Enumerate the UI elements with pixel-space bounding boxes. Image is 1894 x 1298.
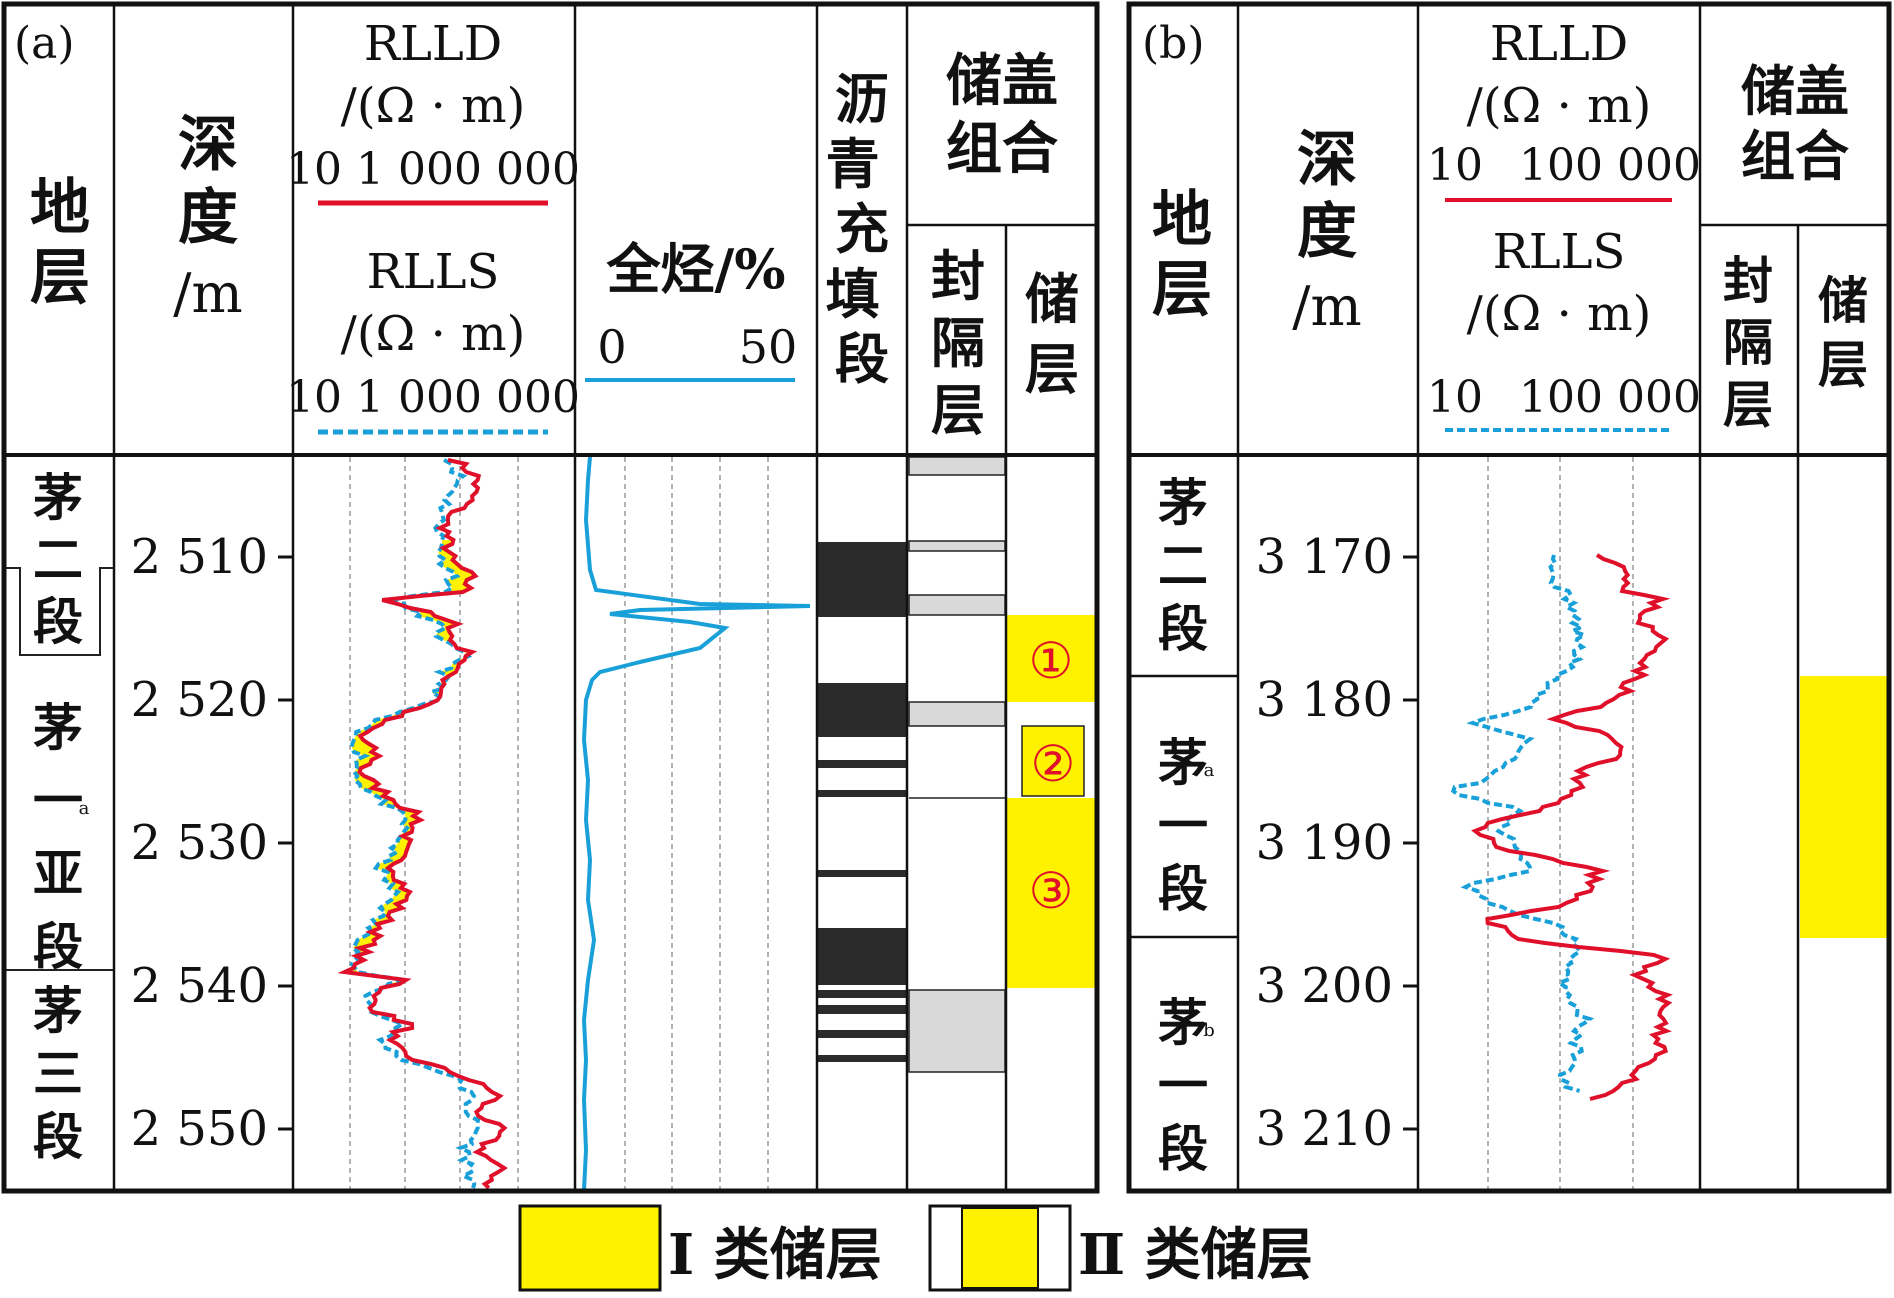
panel-a-gas-max: 50	[739, 320, 798, 374]
depth-label: 3 190	[1256, 815, 1393, 871]
strata-b-mao1b: 茅b 一段	[1158, 993, 1215, 1178]
panel-a-rlld-unit: /(Ω · m)	[341, 78, 526, 134]
strata-mao2: 茅二段	[33, 468, 83, 651]
panel-b-rlld-max: 100 000	[1519, 140, 1701, 191]
panel-a-combo-header: 储盖组合	[946, 48, 1058, 182]
depth-label: 2 540	[131, 958, 268, 1014]
legend-type2-label: Ⅱ 类储层	[1078, 1222, 1313, 1288]
strata-mao1a: 茅一a 亚段	[33, 698, 90, 976]
panel-a-log-grid	[349, 457, 519, 1189]
panel-b-seal-header: 封隔层	[1723, 251, 1773, 434]
panel-a-rlls-unit: /(Ω · m)	[341, 306, 526, 362]
reservoir-label-2: ②	[1031, 735, 1076, 793]
panel-b-rlld-unit: /(Ω · m)	[1467, 78, 1652, 134]
strata-b-mao2: 茅二段	[1158, 473, 1208, 658]
reservoir-label-1: ①	[1029, 632, 1074, 690]
panel-a-seal-column	[908, 456, 1006, 1073]
panel-a-asphalt-header: 沥青 充填 段	[826, 67, 899, 391]
rlld-curve	[337, 458, 508, 1190]
panel-a-resistivity-track	[337, 458, 508, 1190]
strata-mao3: 茅三段	[33, 981, 83, 1166]
panel-b-reservoir-header: 储层	[1818, 271, 1868, 394]
panel-a-gas-min: 0	[597, 320, 626, 374]
panel-b-rlls-unit: /(Ω · m)	[1467, 286, 1652, 342]
panel-a-rlld-title: RLLD	[364, 16, 502, 72]
panel-b-depth-header: 深度	[1297, 125, 1357, 267]
panel-a-depth-axis: 2 510 2 520 2 530 2 540 2 550	[131, 529, 293, 1157]
panel-b-label: (b)	[1142, 18, 1205, 69]
panel-a-gas-title: 全烃/%	[605, 237, 785, 301]
panel-b-strata-header: 地层	[1152, 185, 1212, 325]
strata-bracket	[5, 567, 114, 656]
panel-b-rlls-title: RLLS	[1493, 224, 1626, 280]
rlls-curve-b	[1450, 554, 1595, 1093]
depth-label: 3 200	[1256, 958, 1393, 1014]
panel-a-rlls-title: RLLS	[367, 244, 500, 300]
panel-a-rlls-range: 10 1 000 000	[286, 372, 580, 423]
panel-a-strata-header: 地层	[30, 173, 90, 313]
depth-label: 2 520	[131, 672, 268, 728]
panel-b: 3 170 3 180 3 190 3 200 3 210 (b) 地层 深度 /m R…	[1126, 1, 1892, 1194]
depth-label: 2 510	[131, 529, 268, 585]
legend: Ⅰ 类储层 Ⅱ 类储层	[518, 1204, 1313, 1292]
legend-type1-swatch	[518, 1204, 662, 1292]
reservoir-1-block	[1007, 615, 1096, 702]
panel-a: ① ② ③ 2	[1, 1, 1100, 1194]
panel-b-depth-axis: 3 170 3 180 3 190 3 200 3 210	[1256, 529, 1418, 1157]
panel-b-frame	[1126, 1, 1892, 1194]
reservoir-3-block	[1007, 798, 1096, 988]
panel-a-rlld-range: 10 1 000 000	[286, 144, 580, 195]
panel-b-reservoir-block	[1800, 676, 1889, 938]
panel-b-rlld-title: RLLD	[1490, 16, 1628, 72]
legend-type1-label: Ⅰ 类储层	[668, 1222, 882, 1288]
panel-a-gas-grid	[624, 457, 769, 1189]
total-hydrocarbon-curve	[581, 456, 811, 1190]
depth-label: 3 210	[1256, 1101, 1393, 1157]
panel-a-reservoir-header: 储层	[1025, 267, 1079, 401]
depth-label: 3 170	[1256, 529, 1393, 585]
panel-a-reservoir-column: ① ② ③	[1007, 615, 1096, 988]
panel-a-label: (a)	[14, 18, 75, 69]
panel-b-resistivity-track	[1450, 553, 1673, 1101]
reservoir-2-block	[1021, 725, 1085, 797]
reservoir-label-3: ③	[1029, 862, 1074, 920]
rlld-curve-b	[1471, 553, 1673, 1101]
rlls-curve	[349, 458, 481, 1189]
panel-b-rlld-min: 10	[1427, 140, 1483, 191]
panel-b-rlls-min: 10	[1427, 372, 1483, 423]
panel-b-rlls-max: 100 000	[1519, 372, 1701, 423]
panel-a-frame	[1, 1, 1100, 1194]
panel-a-asphalt-column	[817, 542, 907, 1062]
panel-b-depth-unit: /m	[1292, 275, 1361, 338]
strata-b-mao1a: 茅a 一段	[1158, 733, 1215, 918]
depth-label: 3 180	[1256, 672, 1393, 728]
panel-a-depth-header: 深度	[178, 110, 238, 253]
panel-a-seal-header: 封隔层	[931, 244, 985, 442]
depth-label: 2 550	[131, 1101, 268, 1157]
panel-a-strata-names: 茅二段 茅一a 亚段 茅三段	[33, 468, 90, 1166]
panel-a-gas-track	[581, 456, 811, 1190]
panel-a-depth-unit: /m	[173, 262, 242, 325]
panel-b-combo-header: 储盖组合	[1741, 59, 1849, 188]
panel-b-log-grid	[1487, 457, 1634, 1189]
depth-label: 2 530	[131, 815, 268, 871]
